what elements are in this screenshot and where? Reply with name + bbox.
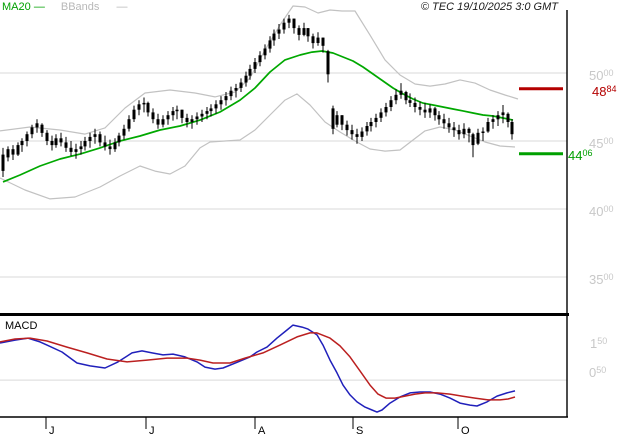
macd-axis-label-050: 050 [589, 365, 607, 380]
x-axis-month-label: J [149, 425, 155, 437]
price-axis-label-4500: 4500 [589, 136, 614, 151]
x-axis-month-label: S [356, 425, 363, 437]
price-gridlines [0, 72, 567, 278]
support-level-label: 4406 [568, 148, 593, 163]
price-axis-label-4000: 4000 [589, 204, 614, 219]
legend: MA20 — BBands — [2, 1, 127, 13]
bbands-legend-label: BBands [60, 1, 100, 13]
macd-panel-title: MACD [5, 320, 38, 332]
ma20-legend-label: MA20 [2, 1, 31, 13]
price-axis-label-5000: 5000 [589, 68, 614, 83]
bollinger-upper-line [0, 5, 519, 135]
macd-axis-label-150: 150 [590, 336, 608, 351]
x-axis-month-label: O [461, 425, 470, 437]
macd-line [0, 324, 516, 413]
ma20-line [2, 50, 514, 183]
bbands-legend-swatch: — [116, 1, 127, 13]
price-axis-label-3500: 3500 [589, 272, 614, 287]
candlesticks [1, 14, 514, 177]
axes [0, 10, 569, 418]
ma20-legend-swatch: — [33, 1, 45, 13]
bollinger-lower-line [0, 93, 516, 200]
x-axis-month-label: A [258, 425, 266, 437]
resistance-level-label: 4884 [592, 84, 617, 99]
level-markers [519, 87, 563, 156]
macd-signal-line [0, 332, 516, 401]
copyright-timestamp: © TEC 19/10/2025 3:0 GMT [420, 1, 558, 13]
x-axis-month-label: J [49, 425, 55, 437]
